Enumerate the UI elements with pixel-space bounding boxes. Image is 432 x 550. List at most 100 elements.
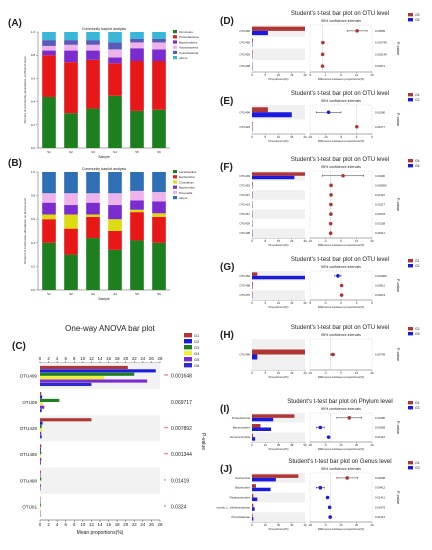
panel-a-bar-actinobacteria-s6 [152,42,166,50]
panel-c-legend-swatch [184,351,192,356]
panel-b-bar-prevotella-s1 [42,193,56,203]
panel-d-row-label: OTU459 [239,41,250,45]
panel-e-ci-title: 95% confidence intervals [321,99,361,103]
panel-b-bar-bacteroides-s5 [130,200,144,210]
panel-j-ci-point-norank_f__muribaculaceae [327,505,332,510]
panel-g-ci-tick-label: 5 [371,301,373,305]
panel-j-row-label: Bacteroides [235,486,250,490]
panel-c-bottom-tick-label: 20 [123,522,128,527]
panel-a-bar-actinobacteria-s3 [86,44,100,51]
panel-f-pvalue: 0.04011 [375,231,385,235]
panel-c-bottom-tick-label: 26 [149,522,154,527]
panel-i-pvalue: 0.01680 [375,416,386,420]
panel-i-label: (I) [220,404,229,415]
panel-a-xtick-label: S2 [69,150,73,154]
panel-i-bar-tick-label: 38 [290,443,294,447]
panel-g-pvalue: 0.004968 [375,274,387,278]
panel-c-bar-g6-otu429 [40,435,42,439]
panel-c-bar-g4-otu459 [40,454,41,458]
panel-e-pvalue: 0.01080 [375,110,386,114]
panel-j-bar-tick-label: 30 [290,523,294,527]
panel-e-bar-tick-label: 5 [264,135,266,139]
panel-e-bar-g4-otu499 [252,107,268,113]
panel-g-ci-tick-label: 3 [356,301,358,305]
panel-f-pvalue: 0.01517 [375,203,386,207]
panel-j-ci-point-bacteroides [318,485,323,490]
panel-c-bottom-tick-label: 12 [89,522,94,527]
panel-a-bar-actinobacteria-s4 [108,49,122,58]
panel-b-legend-label: Escherichia [179,175,195,179]
panel-g-ci-title: 95% confidence intervals [321,265,361,269]
panel-j-bar-tick-label: 20 [277,523,281,527]
panel-b-ylabel: Percent of community abundance on Genus … [23,198,27,264]
panel-f-legend-swatch [408,164,413,168]
panel-i-ci-tick-label: 40 [370,443,374,447]
panel-h-bar-tick-label: 20 [303,371,307,375]
panel-d-row-band [252,48,305,61]
panel-b-bar-clostridium-s6 [152,213,166,217]
panel-c-bar-g1-otu09 [40,392,42,396]
panel-i-bar-g3-proteobacteria [252,417,274,422]
panel-h-legend-label: G2 [415,327,420,331]
panel-e-pvalue: 0.04177 [375,125,386,129]
panel-g-ci-xlabel: Difference between proportions(%) [318,305,364,309]
panel-c-top-tick-label: 16 [106,356,111,361]
panel-b-xtick-label: S5 [135,292,139,296]
panel-e-bar-tick-label: 0 [251,135,253,139]
panel-b-ytick-label: 0.0 [31,288,36,292]
panel-a-bar-proteobacteria-s2 [64,62,78,114]
panel-c-top-tick-label: 4 [56,356,59,361]
panel-b-legend-swatch [173,180,177,184]
panel-c-bar-g3-otu09 [40,398,60,402]
panel-b-bar-prevotella-s3 [86,193,100,203]
panel-d-row-label: OTU498 [239,64,250,68]
panel-b-legend-swatch [173,196,177,200]
panel-g-bar-tick-label: 15 [290,301,294,305]
panel-b-bar-escherichia-s6 [152,216,166,243]
panel-c-row-label: OTU429 [20,426,38,431]
panel-c-bar-g4-otu429 [40,428,43,432]
panel-i-row-label: Bacteroidetes [233,426,251,430]
panel-b-bar-escherichia-s1 [42,219,56,243]
panel-c-bar-g2-otu499 [40,369,156,373]
panel-c-top-tick-label: 22 [132,356,137,361]
panel-g-ci-tick-label: 0 [340,301,342,305]
panel-c-top-tick-label: 2 [47,356,50,361]
panel-i-ci-point-proteobacteria [347,416,352,420]
panel-i-row-label: Proteobacteria [232,416,251,420]
panel-h-ci-xlabel: Difference between proportions(%) [318,375,364,379]
panel-c-label: (C) [12,341,26,352]
panel-a-title: Community barplot analysis [82,27,126,31]
panel-c-bottom-tick-label: 18 [115,522,120,527]
panel-b-legend-label: Prevotella [179,191,193,195]
panel-e-ci-tick-label: 5 [371,135,373,139]
panel-b-legend-label: Bacteroides [179,186,195,190]
panel-f-pvalue: 0.00180 [375,174,386,178]
panel-a-bar-proteobacteria-s5 [130,61,144,111]
panel-a-bar-firmicutes-s2 [64,113,78,148]
panel-f-pvalue: 0.02078 [375,212,386,216]
panel-c-pvalue: 0.01419 [171,478,189,484]
panel-a-xtick-label: S5 [135,150,139,154]
panel-d-ci-tick-label: -5 [309,73,312,77]
panel-g-ci-point-otu459 [336,274,340,278]
panel-c-top-tick-label: 20 [123,356,128,361]
panel-a-legend-label: Cyanobacteria [179,51,199,55]
panel-i-bar-tick-label: 25 [277,443,281,447]
panel-h-bar-tick-label: 10 [277,371,281,375]
panel-j-row-band [252,512,305,522]
panel-h-label: (H) [220,330,234,341]
panel-b-bar-others-s6 [152,172,166,193]
panel-i-ci-tick-label: -20 [308,443,312,447]
panel-a-bar-firmicutes-s1 [42,96,56,148]
panel-b-bar-bacteroides-s3 [86,202,100,215]
panel-g-legend-label: G2 [415,264,420,268]
panel-a-ylabel: Percent of community abundance on Phylum… [23,56,27,123]
panel-a-xlabel: Sample [98,155,110,159]
panel-c-sig-mark: * [164,479,166,485]
panel-f-bar-tick-label: 15 [277,239,281,243]
panel-j-legend-label: G4 [415,461,420,465]
panel-c-legend-swatch [184,363,192,368]
panel-h-bar-tick-label: 0 [251,371,253,375]
panel-c-legend-swatch [184,339,192,344]
